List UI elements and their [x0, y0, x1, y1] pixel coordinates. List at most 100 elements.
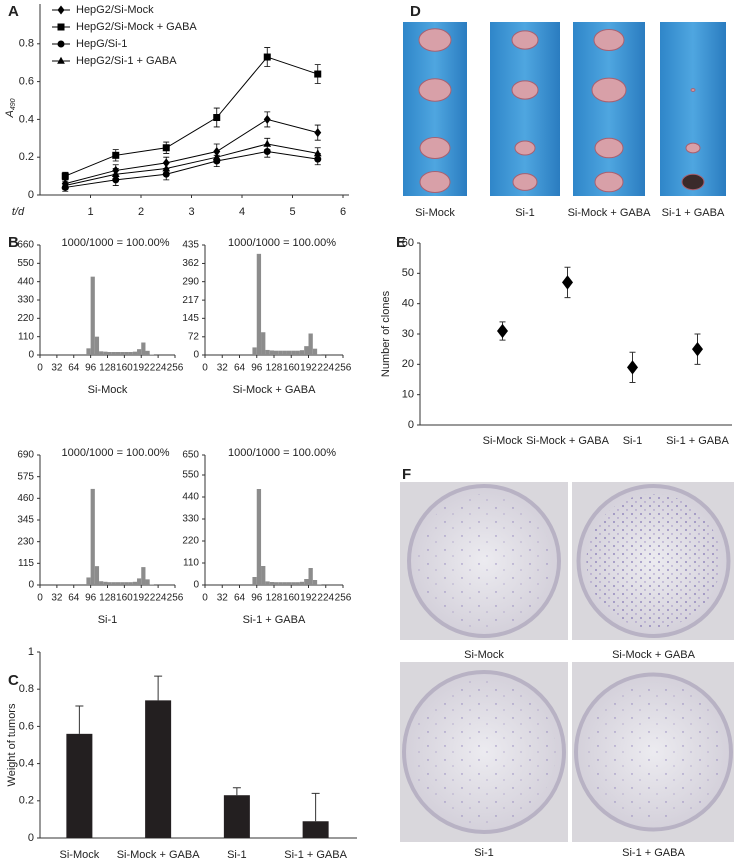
- marker: [57, 40, 65, 48]
- photo: [660, 22, 726, 196]
- x-tick-label: 224: [317, 593, 334, 604]
- x-tick-label: 192: [300, 363, 317, 374]
- histogram-bar: [124, 352, 129, 355]
- bar: [66, 733, 93, 838]
- x-axis-label: t/d: [12, 206, 25, 218]
- histogram-bar: [99, 581, 104, 585]
- legend-label: HepG/Si-1: [76, 38, 127, 50]
- marker: [57, 56, 65, 64]
- series-line: [65, 151, 318, 188]
- x-axis-label: Si-1: [98, 614, 118, 626]
- histogram-bar: [103, 351, 108, 355]
- y-axis-label-main: A: [4, 110, 16, 118]
- bar: [145, 700, 172, 838]
- error-bar: [75, 705, 84, 734]
- x-tick-label: 192: [133, 593, 150, 604]
- histogram-bar: [111, 352, 116, 355]
- histogram-bar: [317, 354, 322, 355]
- error-bar: [154, 675, 163, 701]
- y-tick-label: 440: [17, 276, 34, 287]
- x-tick-label: 0: [37, 363, 43, 374]
- x-tick-label: 64: [68, 363, 80, 374]
- x-tick-label: Si-1: [227, 849, 247, 861]
- y-tick-label: 660: [17, 240, 34, 251]
- y-tick-label: 0.6: [19, 720, 34, 732]
- y-tick-label: 290: [182, 276, 199, 287]
- x-tick-label: 64: [234, 593, 246, 604]
- histogram-bar: [317, 584, 322, 585]
- y-tick-label: 0: [28, 350, 34, 361]
- marker: [314, 128, 322, 138]
- x-axis-label: Si-1 + GABA: [243, 614, 306, 626]
- y-tick-label: 110: [18, 331, 34, 342]
- histogram-bar: [107, 352, 112, 355]
- panel-label: D: [410, 3, 421, 20]
- y-tick-label: 20: [402, 358, 414, 370]
- x-tick-label: 32: [51, 593, 63, 604]
- histogram-bar: [286, 582, 292, 585]
- y-tick-label: 145: [182, 313, 199, 324]
- y-tick-label: 72: [188, 331, 200, 342]
- colony-photos: Si-Mock Si-Mock + GABA Si-1 Si-1 + GABA: [400, 482, 734, 859]
- histogram-bar: [99, 351, 104, 355]
- y-tick-label: 550: [17, 258, 34, 269]
- x-tick-label: 96: [85, 363, 97, 374]
- tumor: [690, 88, 696, 92]
- marker: [162, 164, 171, 172]
- marker: [627, 360, 638, 375]
- x-tick-label: Si-Mock: [483, 435, 523, 447]
- histogram-bar: [141, 342, 146, 355]
- y-tick-label: 0.2: [19, 795, 34, 807]
- tumor: [418, 28, 452, 52]
- histogram-bar: [107, 582, 112, 585]
- y-tick-label: 115: [18, 558, 34, 569]
- x-tick-label: 224: [150, 593, 167, 604]
- histogram-bar: [149, 584, 154, 585]
- y-tick-label: 435: [182, 240, 199, 251]
- y-tick-label: 362: [182, 258, 199, 269]
- y-axis-label-sub: 490: [10, 98, 17, 110]
- histogram-bar: [291, 582, 296, 585]
- x-tick-label: 2: [138, 206, 144, 218]
- dish-colonies: [412, 680, 556, 824]
- histogram-bar: [145, 350, 150, 355]
- y-tick-label: 60: [402, 237, 414, 249]
- y-tick-label: 0.2: [19, 151, 34, 163]
- x-tick-label: 0: [202, 363, 208, 374]
- error-bar: [232, 787, 241, 796]
- marker: [263, 114, 271, 124]
- x-tick-label: 160: [116, 363, 133, 374]
- x-tick-label: 160: [283, 363, 300, 374]
- histogram-bar: [120, 352, 125, 355]
- marker: [212, 153, 221, 160]
- histogram-bar: [261, 332, 266, 355]
- histogram-bar: [265, 349, 270, 355]
- x-tick-label: 6: [340, 206, 346, 218]
- histogram-bar: [132, 351, 138, 355]
- x-tick-label: 256: [167, 593, 184, 604]
- y-tick-label: 0.4: [19, 113, 34, 125]
- histogram-bar: [312, 348, 318, 355]
- x-tick-label: 256: [167, 363, 184, 374]
- y-tick-label: 40: [402, 298, 414, 310]
- x-tick-label: 3: [188, 206, 194, 218]
- y-tick-label: 217: [182, 295, 199, 306]
- x-tick-label: 224: [150, 363, 167, 374]
- marker: [57, 23, 65, 31]
- y-tick-label: 0: [193, 580, 199, 591]
- tumor: [511, 80, 539, 100]
- histogram-bar: [282, 350, 287, 355]
- photo-caption: Si-1: [474, 847, 494, 859]
- y-tick-label: 0.6: [19, 76, 34, 88]
- histogram-bar: [124, 582, 129, 585]
- legend-label: HepG2/Si-1 + GABA: [76, 55, 177, 67]
- marker: [213, 114, 221, 122]
- histogram-bar: [269, 582, 274, 585]
- x-tick-label: 96: [85, 593, 97, 604]
- series-line: [65, 118, 318, 185]
- x-tick-label: 128: [99, 363, 116, 374]
- histogram-bar: [299, 350, 305, 355]
- histogram-bar: [308, 333, 313, 355]
- y-tick-label: 220: [17, 313, 34, 324]
- panel-label: B: [8, 234, 19, 251]
